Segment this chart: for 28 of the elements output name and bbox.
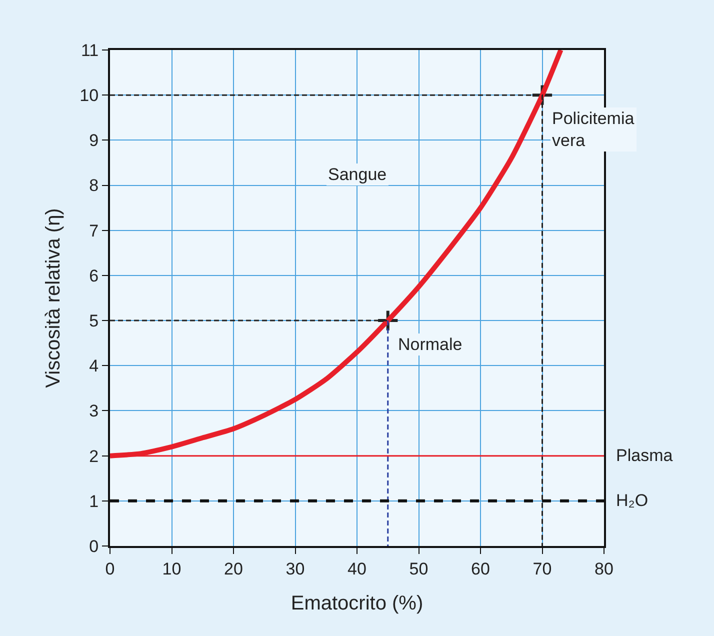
y-tick-label: 4 — [89, 356, 99, 376]
y-tick-label: 11 — [80, 40, 99, 60]
annotation: Normale — [398, 335, 462, 354]
x-tick-label: 80 — [594, 559, 614, 578]
y-tick-label: 9 — [89, 131, 99, 150]
annotation: Policitemia vera — [552, 109, 635, 150]
x-tick-label: 30 — [286, 559, 305, 578]
x-tick-label: 0 — [105, 559, 115, 578]
x-tick-label: 70 — [532, 559, 552, 578]
x-tick-label: 40 — [348, 559, 366, 578]
x-tick-label: 20 — [224, 559, 243, 578]
y-tick-label: 3 — [89, 402, 99, 421]
y-axis-title: Viscosità relativa (η) — [42, 208, 65, 388]
y-tick-label: 6 — [89, 266, 99, 286]
ref-line-label: H₂O — [616, 491, 648, 510]
y-tick-label: 7 — [89, 221, 99, 240]
annotation: Sangue — [328, 165, 387, 184]
x-axis-title: Ematocrito (%) — [290, 592, 424, 614]
y-tick-label: 0 — [89, 536, 99, 556]
x-tick-label: 10 — [162, 559, 182, 578]
ref-line-label: Plasma — [616, 446, 674, 465]
y-tick-label: 1 — [89, 492, 99, 511]
y-tick-label: 8 — [89, 176, 99, 196]
y-tick-label: 10 — [80, 86, 99, 106]
y-tick-label: 2 — [89, 446, 99, 466]
x-tick-label: 50 — [409, 559, 428, 578]
y-tick-label: 5 — [89, 312, 99, 330]
x-tick-label: 60 — [471, 559, 490, 578]
